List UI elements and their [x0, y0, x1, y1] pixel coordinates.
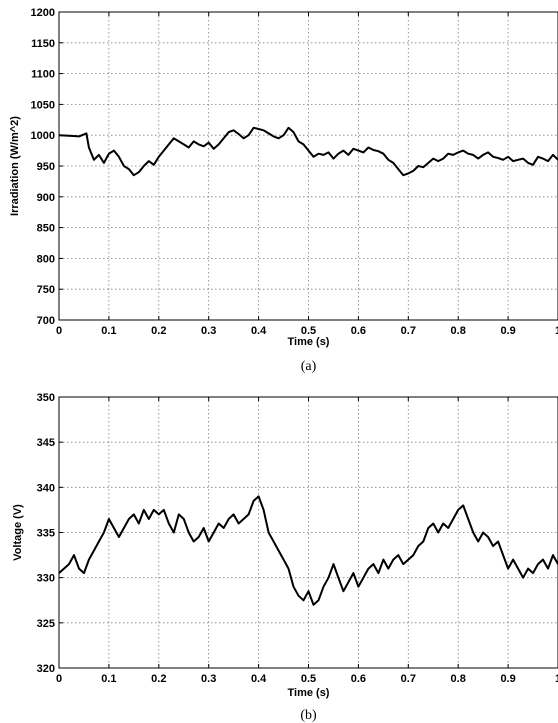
x-tick-label: 0.9 — [500, 325, 515, 337]
x-tick-label: 0.7 — [401, 673, 416, 685]
x-tick-label: 0.7 — [401, 325, 416, 337]
x-tick-label: 0.5 — [301, 673, 316, 685]
panel-caption: (a) — [301, 359, 317, 374]
x-axis-label: Time (s) — [288, 687, 330, 699]
y-tick-label: 750 — [37, 284, 55, 296]
x-tick-label: 0.9 — [500, 673, 515, 685]
data-series-line — [59, 126, 558, 177]
y-tick-label: 800 — [37, 253, 55, 265]
y-tick-label: 345 — [37, 437, 55, 449]
y-tick-label: 1150 — [31, 38, 55, 50]
x-tick-label: 0.1 — [101, 673, 116, 685]
y-tick-label: 1100 — [31, 69, 55, 81]
y-tick-label: 700 — [37, 315, 55, 327]
x-tick-label: 0.3 — [201, 325, 216, 337]
panel-caption: (b) — [300, 708, 317, 723]
x-tick-label: 0.5 — [301, 325, 316, 337]
y-tick-label: 335 — [37, 528, 55, 540]
x-axis-label: Time (s) — [288, 336, 330, 348]
x-tick-label: 0.6 — [351, 673, 366, 685]
y-tick-label: 850 — [37, 223, 55, 235]
y-axis-label: Irradiation (W/m^2) — [9, 116, 21, 216]
x-tick-label: 0.4 — [251, 673, 267, 685]
x-tick-label: 0 — [56, 325, 62, 337]
x-tick-label: 0.2 — [151, 325, 166, 337]
x-tick-label: 0.3 — [201, 673, 216, 685]
x-tick-label: 1 — [555, 325, 558, 337]
x-tick-label: 0.4 — [251, 325, 267, 337]
x-tick-label: 0.6 — [351, 325, 366, 337]
y-tick-label: 350 — [37, 392, 55, 404]
chart-a-irradiation: 0 0.1 0.2 0.3 0.4 0.5 0.6 0.7 0.8 0.9 1 700 750 800 85… — [9, 7, 558, 374]
x-tick-label: 0.1 — [101, 325, 116, 337]
y-tick-label: 325 — [37, 618, 55, 630]
x-tick-label: 0.8 — [451, 325, 466, 337]
x-tick-label: 0 — [56, 673, 62, 685]
data-series-line — [59, 495, 558, 606]
x-tick-label: 0.8 — [451, 673, 466, 685]
y-tick-label: 330 — [37, 573, 55, 585]
y-tick-label: 950 — [37, 161, 55, 173]
y-tick-label: 900 — [37, 192, 55, 204]
y-tick-label: 1050 — [31, 99, 55, 111]
y-tick-label: 1200 — [31, 7, 55, 19]
y-tick-label: 1000 — [31, 130, 55, 142]
y-tick-label: 340 — [37, 482, 55, 494]
x-tick-label: 0.2 — [151, 673, 166, 685]
y-tick-label: 320 — [37, 663, 55, 675]
x-tick-label: 1 — [555, 673, 558, 685]
chart-b-voltage: 0 0.1 0.2 0.3 0.4 0.5 0.6 0.7 0.8 0.9 1 320 325 330 33… — [12, 392, 558, 723]
y-axis-label: Voltage (V) — [12, 504, 24, 561]
